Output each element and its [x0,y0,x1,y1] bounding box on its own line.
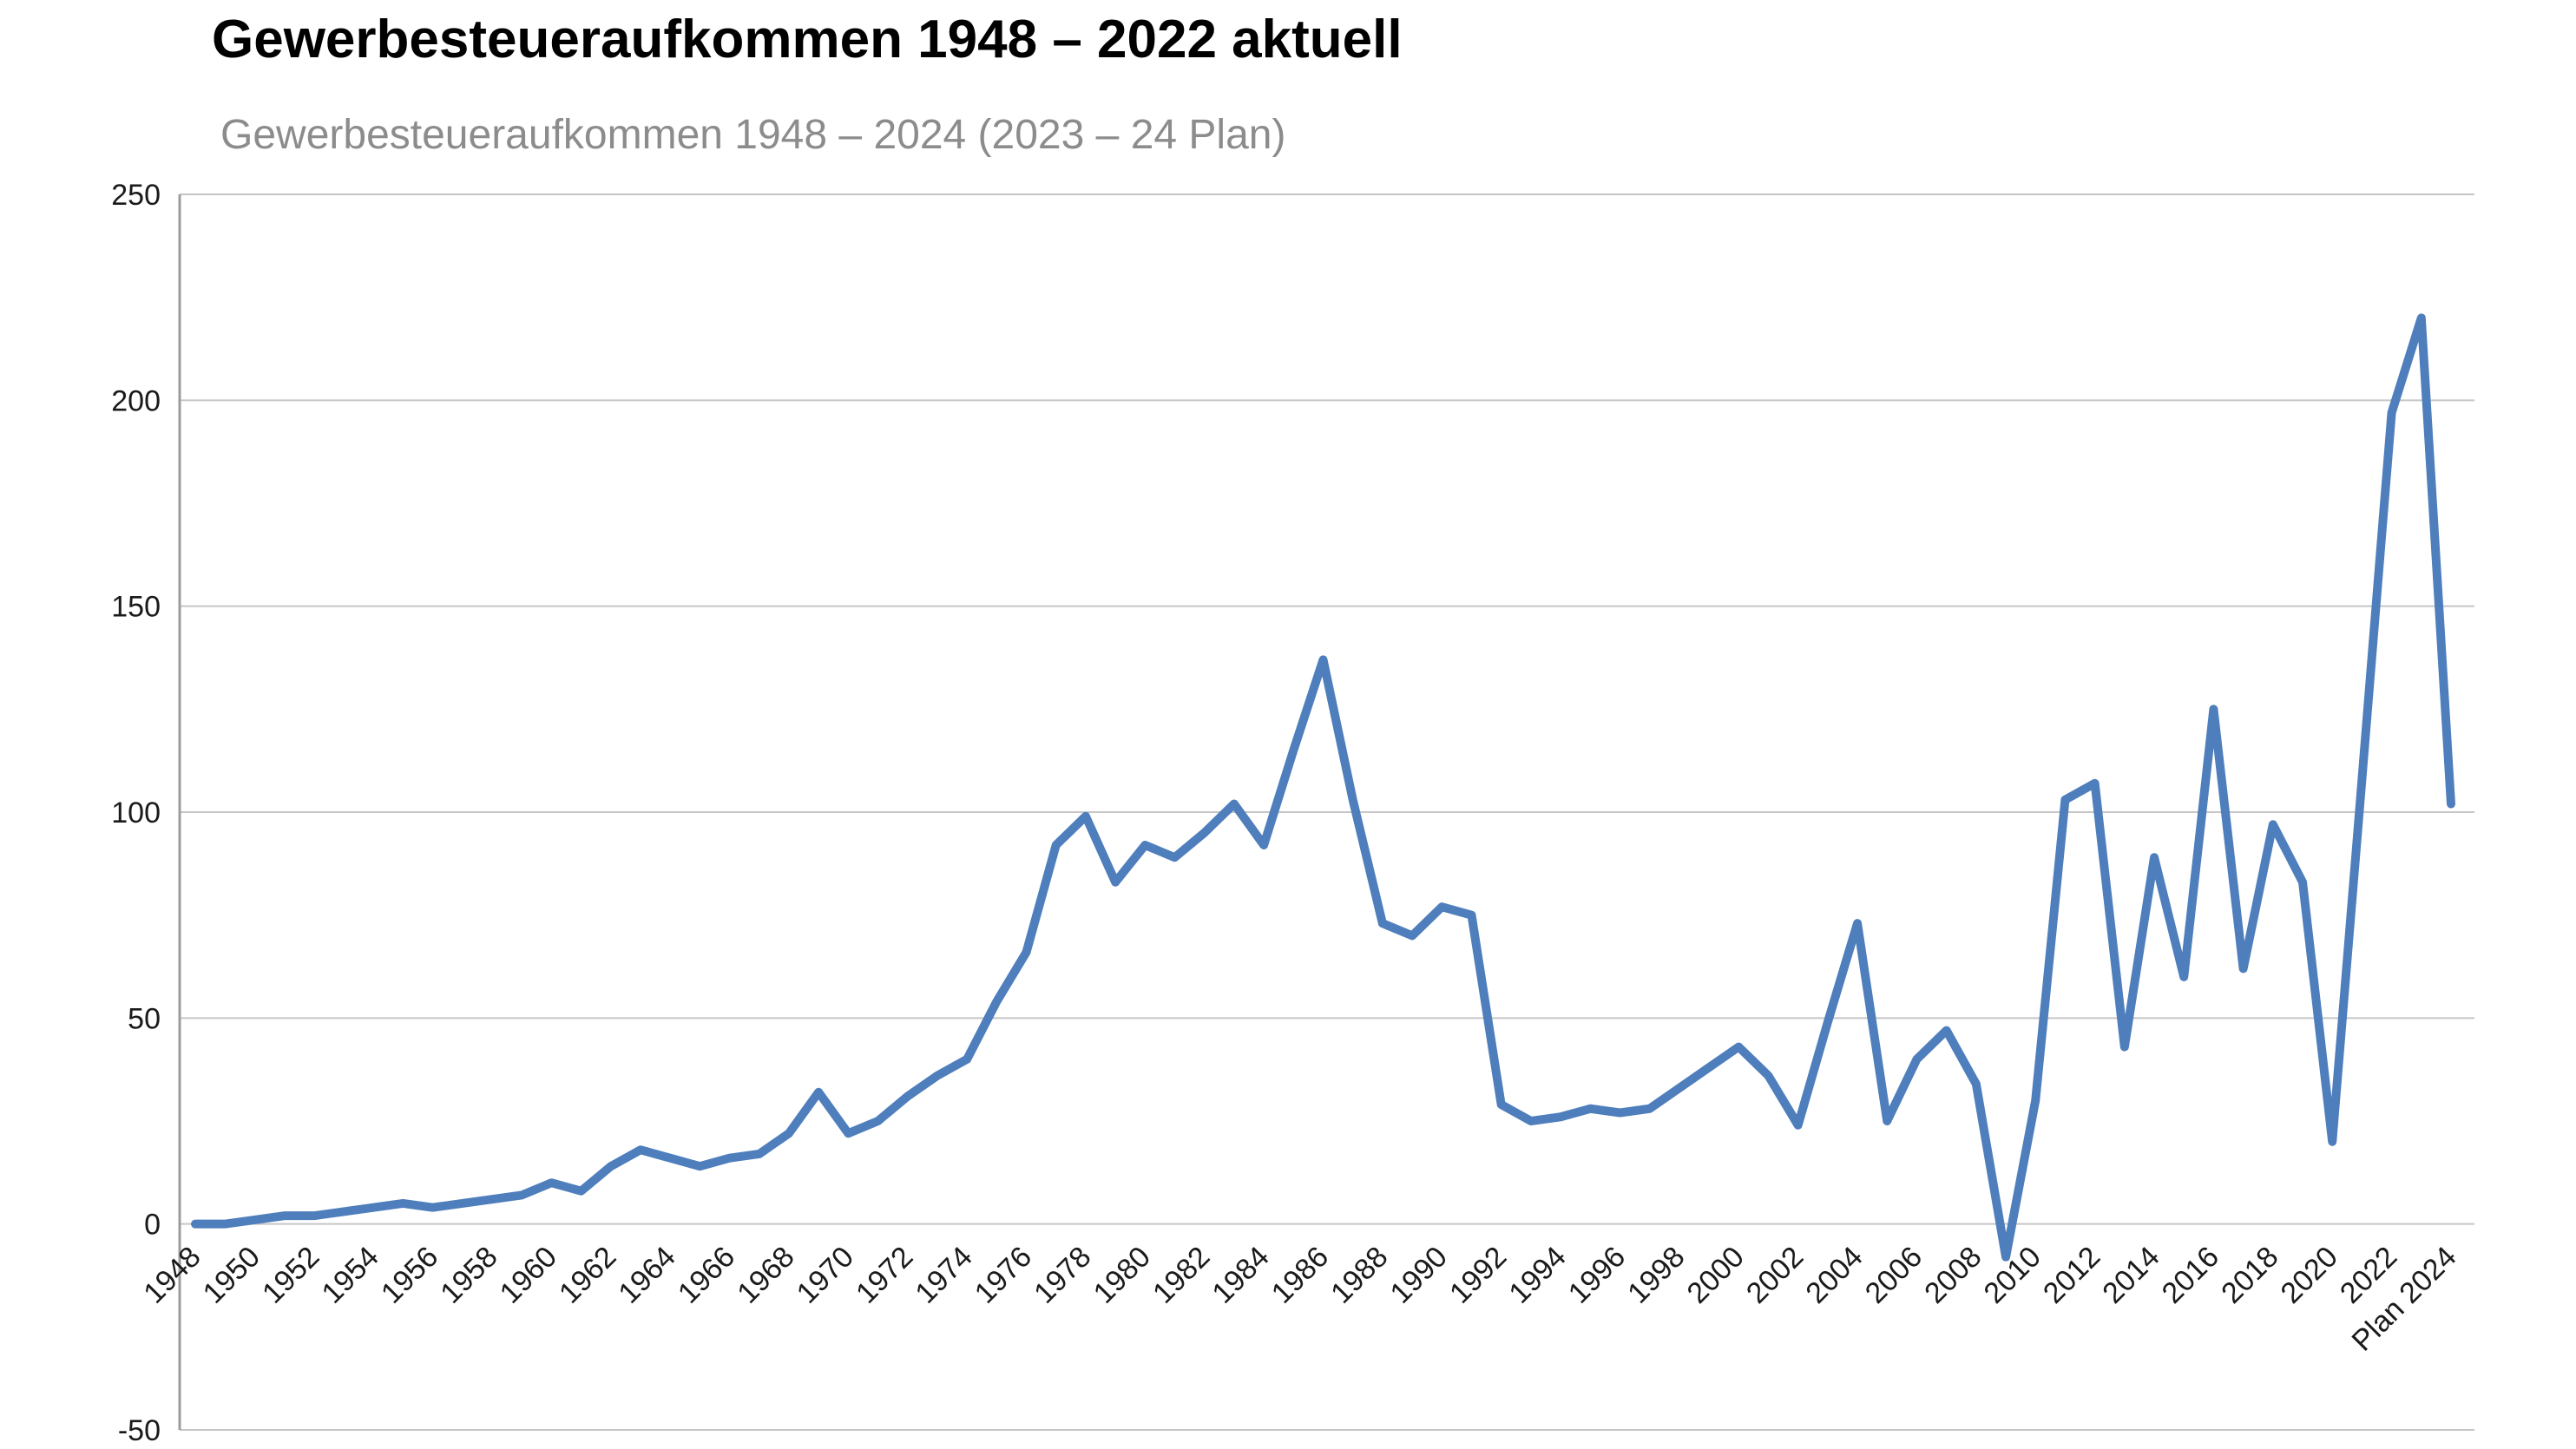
x-tick-label: 1994 [1502,1240,1572,1309]
y-tick-label: 150 [111,591,161,624]
y-tick-label: 200 [111,384,161,417]
x-tick-label: 1956 [375,1240,444,1309]
chart-title: Gewerbesteueraufkommen 1948 – 2022 aktue… [212,10,1403,69]
x-tick-label: 2002 [1740,1240,1810,1309]
x-tick-label: 2020 [2275,1240,2344,1309]
x-tick-label: 2006 [1859,1240,1929,1309]
x-tick-label: 1980 [1088,1240,1157,1309]
x-tick-label: 2010 [1978,1240,2047,1309]
x-tick-label: 1998 [1621,1240,1691,1309]
x-tick-label: 1960 [494,1240,563,1309]
x-tick-label: 2014 [2096,1240,2165,1309]
x-tick-label: 1958 [434,1240,503,1309]
x-tick-label: 1952 [256,1240,325,1309]
x-tick-label: 1970 [791,1240,860,1309]
x-tick-label: 2012 [2037,1240,2106,1309]
x-tick-label: 1978 [1028,1240,1097,1309]
x-tick-label: 1968 [731,1240,800,1309]
x-tick-label: 1984 [1206,1240,1275,1309]
y-tick-label: 50 [128,1002,161,1035]
x-tick-label: 1962 [553,1240,622,1309]
x-tick-label: 1986 [1265,1240,1335,1309]
chart-subtitle: Gewerbesteueraufkommen 1948 – 2024 (2023… [220,112,1286,158]
x-tick-label: 1950 [197,1240,266,1309]
y-tick-label: -50 [118,1414,161,1447]
x-tick-label: 2004 [1799,1240,1869,1309]
y-tick-label: 100 [111,797,161,829]
x-tick-label: 1954 [315,1240,384,1309]
x-tick-label: 1992 [1443,1240,1513,1309]
x-tick-label: 1974 [909,1240,978,1309]
x-tick-label: 1982 [1147,1240,1216,1309]
x-tick-label: 1988 [1324,1240,1394,1309]
x-tick-label: 2016 [2156,1240,2225,1309]
x-tick-label: 1948 [137,1240,207,1309]
x-tick-label: 2008 [1918,1240,1988,1309]
x-tick-label: 1966 [672,1240,741,1309]
x-tick-label: 1976 [969,1240,1038,1309]
data-series-line [191,313,2455,1262]
y-tick-label: 0 [144,1209,161,1242]
x-tick-label: 2000 [1681,1240,1751,1309]
x-tick-label: 1972 [850,1240,919,1309]
x-tick-label: 1964 [612,1240,681,1309]
x-tick-label: 1990 [1384,1240,1454,1309]
y-tick-label: 250 [111,179,161,212]
x-tick-label: 2018 [2215,1240,2284,1309]
x-tick-label: 1996 [1562,1240,1632,1309]
